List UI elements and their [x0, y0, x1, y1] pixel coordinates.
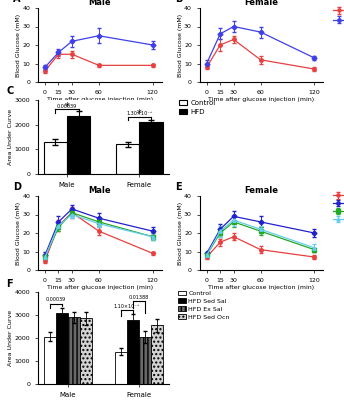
Title: Male: Male	[88, 0, 111, 7]
Y-axis label: Blood Glucose (mM): Blood Glucose (mM)	[16, 14, 21, 76]
Bar	[115, 352, 127, 384]
Text: 1.10×10⁻⁵: 1.10×10⁻⁵	[114, 304, 139, 309]
Y-axis label: Blood Glucose (mM): Blood Glucose (mM)	[178, 202, 183, 264]
Y-axis label: Area Under Curve: Area Under Curve	[8, 109, 13, 165]
Bar	[116, 144, 139, 174]
Text: D: D	[13, 182, 21, 192]
Title: Male: Male	[88, 186, 111, 195]
Text: E: E	[175, 182, 181, 192]
Bar	[151, 325, 163, 384]
Title: Female: Female	[245, 186, 278, 195]
Y-axis label: Blood Glucose (mM): Blood Glucose (mM)	[178, 14, 183, 76]
Text: C: C	[7, 86, 14, 96]
Bar	[44, 142, 67, 174]
Legend: Control, HFD: Control, HFD	[333, 8, 344, 23]
Text: B: B	[175, 0, 182, 4]
X-axis label: Time after glucose injection (min): Time after glucose injection (min)	[208, 286, 314, 290]
X-axis label: Time after glucose injection (min): Time after glucose injection (min)	[47, 98, 153, 102]
Legend: Control, HFD Sed Sal, HFD Ex Sal, HFD Sed Ocn: Control, HFD Sed Sal, HFD Ex Sal, HFD Se…	[333, 193, 344, 222]
Text: F: F	[7, 279, 13, 290]
Text: A: A	[13, 0, 21, 4]
Legend: Control, HFD Sed Sal, HFD Ex Sal, HFD Sed Ocn: Control, HFD Sed Sal, HFD Ex Sal, HFD Se…	[178, 290, 230, 320]
Bar	[68, 317, 80, 384]
X-axis label: Time after glucose injection (min): Time after glucose injection (min)	[208, 98, 314, 102]
Text: 0.00039: 0.00039	[57, 104, 77, 109]
Y-axis label: Blood Glucose (mM): Blood Glucose (mM)	[16, 202, 21, 264]
Text: 0.00039: 0.00039	[46, 297, 66, 302]
Legend: Control, HFD: Control, HFD	[179, 100, 216, 115]
Text: 0.01388: 0.01388	[128, 295, 149, 300]
Text: *: *	[65, 102, 69, 112]
Bar	[139, 337, 151, 384]
Y-axis label: Area Under Curve: Area Under Curve	[8, 310, 13, 366]
Bar	[44, 337, 56, 384]
Bar	[80, 318, 92, 384]
Bar	[127, 320, 139, 384]
Title: Female: Female	[245, 0, 278, 7]
Bar	[56, 313, 68, 384]
Text: 1.30×10⁻⁵: 1.30×10⁻⁵	[127, 111, 152, 116]
Text: *: *	[137, 109, 142, 119]
Bar	[67, 116, 90, 174]
Bar	[139, 122, 163, 174]
X-axis label: Time after glucose injection (min): Time after glucose injection (min)	[47, 286, 153, 290]
